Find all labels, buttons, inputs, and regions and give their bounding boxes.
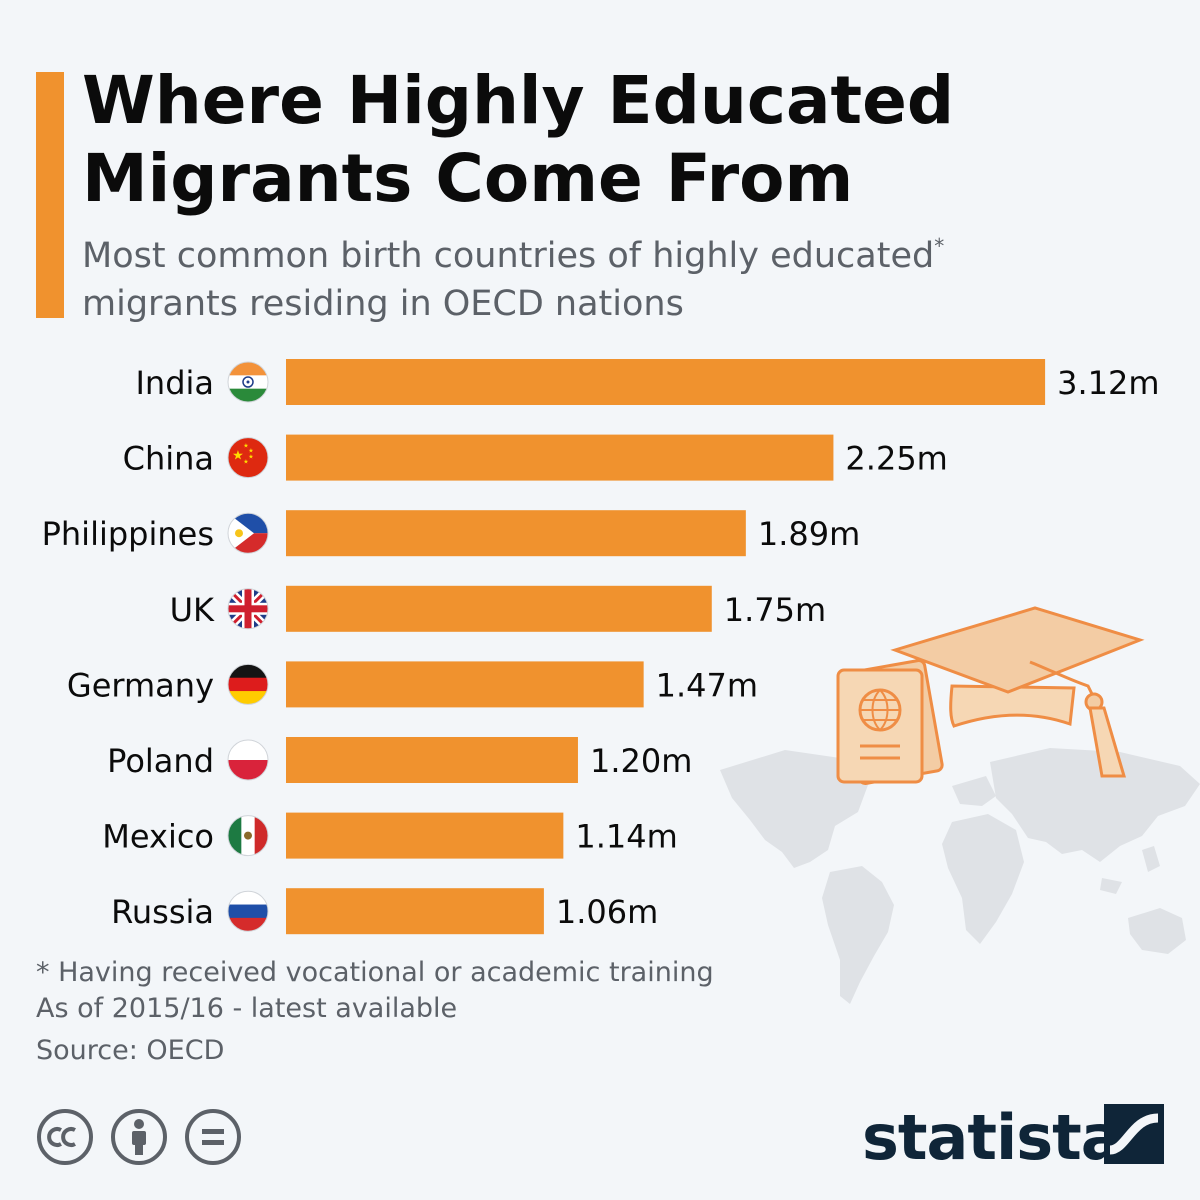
world-map-illustration <box>720 606 1200 1004</box>
bar <box>286 359 1046 405</box>
china-flag-icon: ★★★★★ <box>227 437 269 479</box>
bar-row-china: China ★★★★★ 2.25m <box>123 434 948 481</box>
category-label: China <box>123 440 214 478</box>
bar <box>286 661 644 708</box>
philippines-flag-icon <box>227 512 269 554</box>
footnote: * Having received vocational or academic… <box>36 957 714 988</box>
svg-text:★: ★ <box>248 454 253 461</box>
value-label: 3.12m <box>1057 364 1159 402</box>
india-flag-icon <box>227 361 269 403</box>
category-label: Germany <box>67 666 214 704</box>
value-label: 1.06m <box>556 893 658 931</box>
nd-icon[interactable] <box>184 1108 242 1166</box>
bar-row-mexico: Mexico 1.14m <box>102 812 678 859</box>
bar <box>286 812 564 859</box>
russia-flag-icon <box>227 890 269 932</box>
statista-logo[interactable]: statista <box>862 1101 1123 1174</box>
cc-icon[interactable] <box>36 1108 94 1166</box>
svg-text:★: ★ <box>232 449 244 464</box>
bar <box>286 585 712 632</box>
value-label: 2.25m <box>845 440 947 478</box>
category-label: UK <box>170 591 215 629</box>
subtitle-asterisk: * <box>934 234 945 258</box>
bar <box>286 434 834 481</box>
title-line-2: Migrants Come From <box>82 140 854 217</box>
category-label: Russia <box>111 893 214 931</box>
svg-text:★: ★ <box>243 443 248 450</box>
bar-row-uk: UK 1.75m <box>170 585 826 632</box>
subtitle-line-2: migrants residing in OECD nations <box>82 284 684 324</box>
as-of-note: As of 2015/16 - latest available <box>36 993 458 1024</box>
svg-text:★: ★ <box>248 448 253 455</box>
chart-title: Where Highly Educated Migrants Come From <box>82 62 1162 218</box>
poland-flag-icon <box>227 739 269 781</box>
bar-row-philippines: Philippines 1.89m <box>42 510 860 557</box>
title-line-1: Where Highly Educated <box>82 62 955 139</box>
bar <box>286 888 544 935</box>
graduation-cap-icon <box>890 606 1145 778</box>
bar-row-germany: Germany 1.47m <box>67 661 758 708</box>
chart-subtitle: Most common birth countries of highly ed… <box>82 232 1162 328</box>
statista-logo-mark-icon <box>1104 1104 1164 1164</box>
source-note: Source: OECD <box>36 1035 225 1066</box>
category-label: India <box>135 364 214 402</box>
value-label: 1.47m <box>656 666 758 704</box>
bar-row-poland: Poland 1.20m <box>107 737 692 783</box>
passport-icon <box>836 659 944 785</box>
category-label: Poland <box>107 742 214 780</box>
category-label: Mexico <box>102 818 214 856</box>
germany-flag-icon <box>227 663 269 705</box>
value-label: 1.75m <box>724 591 826 629</box>
mexico-flag-icon <box>227 815 269 857</box>
by-icon[interactable] <box>110 1108 168 1166</box>
bar-row-russia: Russia 1.06m <box>111 888 658 935</box>
subtitle-line-1: Most common birth countries of highly ed… <box>82 236 935 276</box>
svg-text:★: ★ <box>243 459 248 466</box>
uk-flag-icon <box>227 588 269 630</box>
category-label: Philippines <box>42 515 214 553</box>
bar <box>286 737 578 783</box>
accent-bar <box>36 72 64 318</box>
bar-row-india: India 3.12m <box>135 359 1160 405</box>
bar <box>286 510 746 557</box>
value-label: 1.14m <box>575 818 677 856</box>
value-label: 1.89m <box>758 515 860 553</box>
value-label: 1.20m <box>590 742 692 780</box>
license-icons <box>36 1108 242 1166</box>
